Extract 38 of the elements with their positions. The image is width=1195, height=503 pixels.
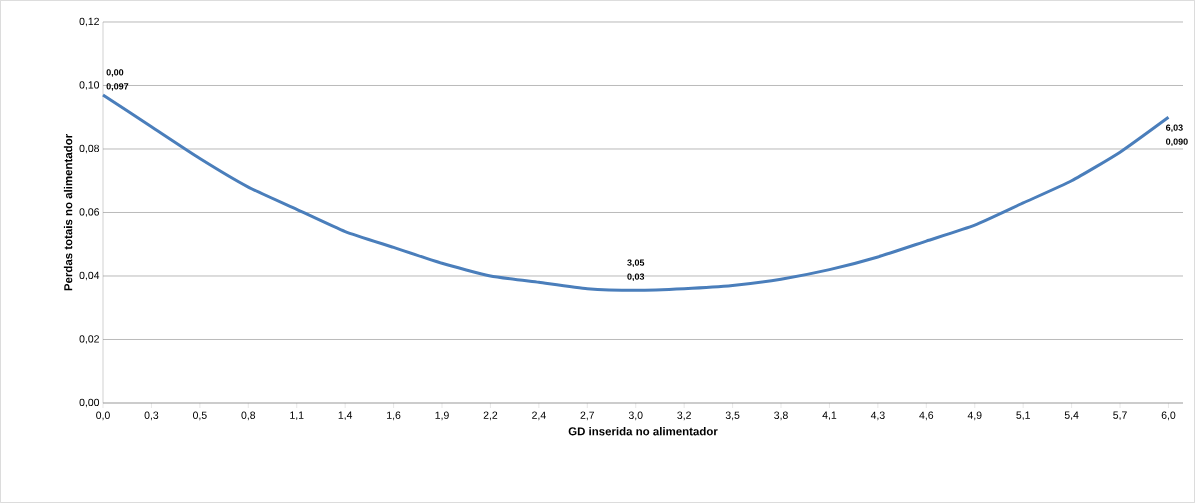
x-axis-title: GD inserida no alimentador <box>568 427 718 436</box>
annotation: 0,097 <box>106 83 129 91</box>
y-tick-label: 0,06 <box>79 208 100 217</box>
x-tick-label: 3,2 <box>677 411 691 421</box>
x-tick-label: 2,2 <box>483 411 498 421</box>
annotation: 6,03 <box>1166 124 1183 133</box>
x-tick-label: 3,5 <box>725 411 740 421</box>
x-tick-label: 1,4 <box>338 411 353 421</box>
annotation: 3,05 <box>627 259 645 268</box>
x-tick-label: 1,1 <box>290 411 304 421</box>
x-tick-label: 4,3 <box>870 411 885 421</box>
x-tick-label: 3,8 <box>774 411 788 421</box>
x-tick-label: 0,0 <box>96 411 110 421</box>
x-tick-label: 2,7 <box>580 411 595 421</box>
x-tick-label: 4,9 <box>967 411 982 421</box>
annotation: 0,090 <box>1166 138 1188 147</box>
x-tick-label: 6,0 <box>1161 411 1176 421</box>
x-tick-label: 0,5 <box>193 411 207 421</box>
y-tick-label: 0,12 <box>79 17 99 27</box>
x-tick-label: 5,7 <box>1113 411 1127 421</box>
x-tick-label: 1,6 <box>387 411 401 421</box>
annotation: 0,03 <box>627 273 645 282</box>
x-tick-label: 4,1 <box>822 411 837 421</box>
x-tick-label: 3,0 <box>628 411 643 421</box>
y-tick-label: 0,10 <box>79 81 100 90</box>
y-tick-label: 0,04 <box>79 271 100 281</box>
x-tick-label: 5,4 <box>1064 411 1079 421</box>
x-tick-label: 1,9 <box>435 411 449 421</box>
annotation: 0,00 <box>106 69 124 77</box>
y-tick-label: 0,00 <box>79 398 100 408</box>
x-tick-label: 4,6 <box>919 411 934 421</box>
y-tick-label: 0,08 <box>79 144 100 154</box>
x-tick-label: 2,4 <box>532 411 546 421</box>
y-axis-title: Perdas totais no alimentador <box>63 134 73 291</box>
x-tick-label: 5,1 <box>1016 411 1030 421</box>
x-tick-label: 0,3 <box>144 411 159 421</box>
y-tick-label: 0,02 <box>79 335 99 344</box>
x-tick-label: 0,8 <box>241 411 256 421</box>
